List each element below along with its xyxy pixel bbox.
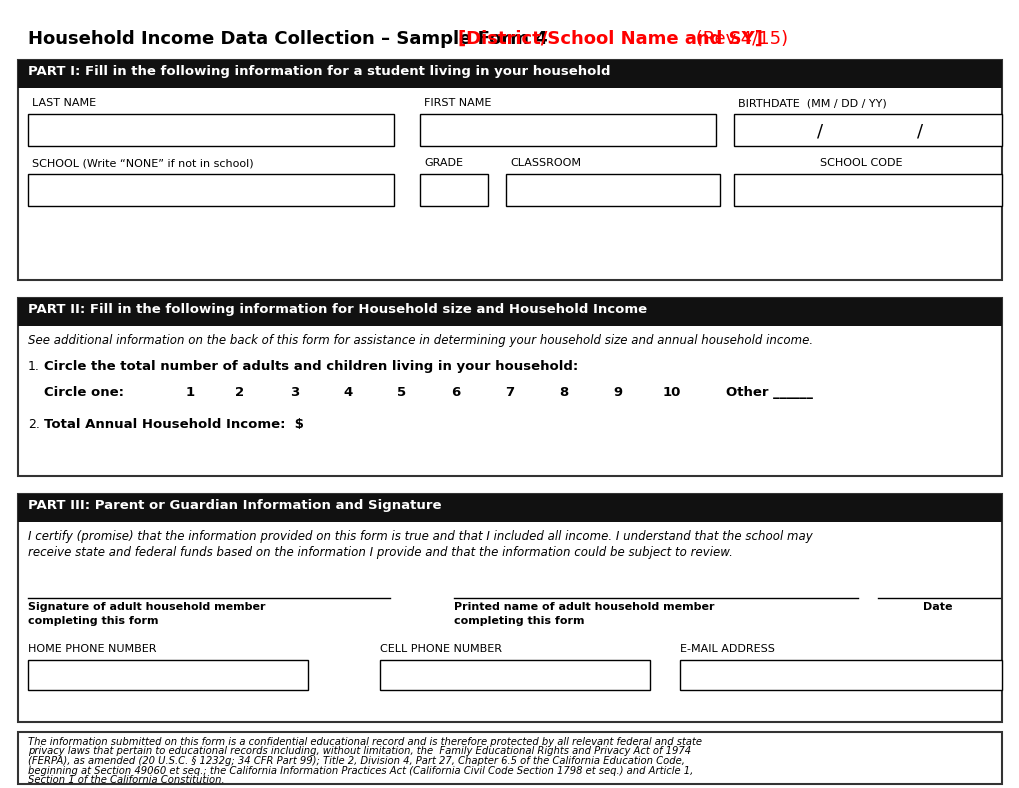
Text: SCHOOL (Write “NONE” if not in school): SCHOOL (Write “NONE” if not in school) — [32, 158, 254, 168]
Text: Printed name of adult household member
completing this form: Printed name of adult household member c… — [453, 602, 713, 626]
Bar — [734, 114, 1001, 146]
Text: Circle one:: Circle one: — [44, 386, 124, 399]
Bar — [18, 60, 1001, 88]
Text: 1: 1 — [185, 386, 195, 399]
Text: 10: 10 — [662, 386, 681, 399]
Text: Circle the total number of adults and children living in your household:: Circle the total number of adults and ch… — [44, 360, 578, 373]
Text: 2: 2 — [235, 386, 245, 399]
Text: Signature of adult household member
completing this form: Signature of adult household member comp… — [28, 602, 265, 626]
Bar — [18, 298, 1001, 326]
Text: See additional information on the back of this form for assistance in determinin: See additional information on the back o… — [28, 334, 812, 347]
Text: 5: 5 — [397, 386, 407, 399]
Text: 8: 8 — [558, 386, 568, 399]
Text: CLASSROOM: CLASSROOM — [510, 158, 581, 168]
Text: /: / — [916, 122, 922, 140]
Text: PART II: Fill in the following information for Household size and Household Inco: PART II: Fill in the following informati… — [28, 303, 646, 316]
Text: 2.: 2. — [28, 418, 40, 431]
Text: 3: 3 — [290, 386, 300, 399]
Bar — [420, 114, 715, 146]
Bar — [420, 174, 487, 206]
Text: BIRTHDATE  (MM / DD / YY): BIRTHDATE (MM / DD / YY) — [738, 98, 886, 108]
Text: 4: 4 — [343, 386, 353, 399]
Bar — [28, 114, 393, 146]
Text: I certify (promise) that the information provided on this form is true and that : I certify (promise) that the information… — [28, 530, 812, 543]
Text: (FERPA), as amended (20 U.S.C. § 1232g; 34 CFR Part 99); Title 2, Division 4, Pa: (FERPA), as amended (20 U.S.C. § 1232g; … — [28, 756, 684, 766]
Text: beginning at Section 49060 et seq.; the California Information Practices Act (Ca: beginning at Section 49060 et seq.; the … — [28, 765, 693, 775]
Text: SCHOOL CODE: SCHOOL CODE — [819, 158, 902, 168]
Text: LAST NAME: LAST NAME — [32, 98, 96, 108]
Bar — [18, 60, 1001, 280]
Text: The information submitted on this form is a confidential educational record and : The information submitted on this form i… — [28, 737, 701, 747]
Text: (Rev.4/15): (Rev.4/15) — [689, 30, 788, 48]
Text: Household Income Data Collection – Sample Form 4: Household Income Data Collection – Sampl… — [28, 30, 553, 48]
Bar — [734, 174, 1001, 206]
Text: receive state and federal funds based on the information I provide and that the : receive state and federal funds based on… — [28, 546, 733, 559]
Text: HOME PHONE NUMBER: HOME PHONE NUMBER — [28, 644, 156, 654]
Bar — [18, 732, 1001, 784]
Text: 1.: 1. — [28, 360, 40, 373]
Text: PART III: Parent or Guardian Information and Signature: PART III: Parent or Guardian Information… — [28, 499, 441, 512]
Bar — [380, 660, 649, 690]
Bar — [680, 660, 1001, 690]
Text: 7: 7 — [505, 386, 514, 399]
Text: E-MAIL ADDRESS: E-MAIL ADDRESS — [680, 644, 774, 654]
Bar — [505, 174, 719, 206]
Text: Date: Date — [922, 602, 952, 612]
Text: 9: 9 — [612, 386, 622, 399]
Text: CELL PHONE NUMBER: CELL PHONE NUMBER — [380, 644, 501, 654]
Bar — [28, 174, 393, 206]
Text: [District/School Name and SY]: [District/School Name and SY] — [458, 30, 762, 48]
Text: Section 1 of the California Constitution.: Section 1 of the California Constitution… — [28, 775, 224, 785]
Text: 6: 6 — [451, 386, 461, 399]
Text: Other ______: Other ______ — [726, 386, 812, 399]
Bar — [18, 494, 1001, 522]
Bar — [28, 660, 308, 690]
Text: FIRST NAME: FIRST NAME — [424, 98, 491, 108]
Text: privacy laws that pertain to educational records including, without limitation, : privacy laws that pertain to educational… — [28, 746, 691, 756]
Text: Total Annual Household Income:  $: Total Annual Household Income: $ — [44, 418, 304, 431]
Text: GRADE: GRADE — [424, 158, 463, 168]
Text: PART I: Fill in the following information for a student living in your household: PART I: Fill in the following informatio… — [28, 65, 610, 78]
Text: /: / — [816, 122, 822, 140]
Bar — [18, 494, 1001, 722]
Bar — [18, 298, 1001, 476]
